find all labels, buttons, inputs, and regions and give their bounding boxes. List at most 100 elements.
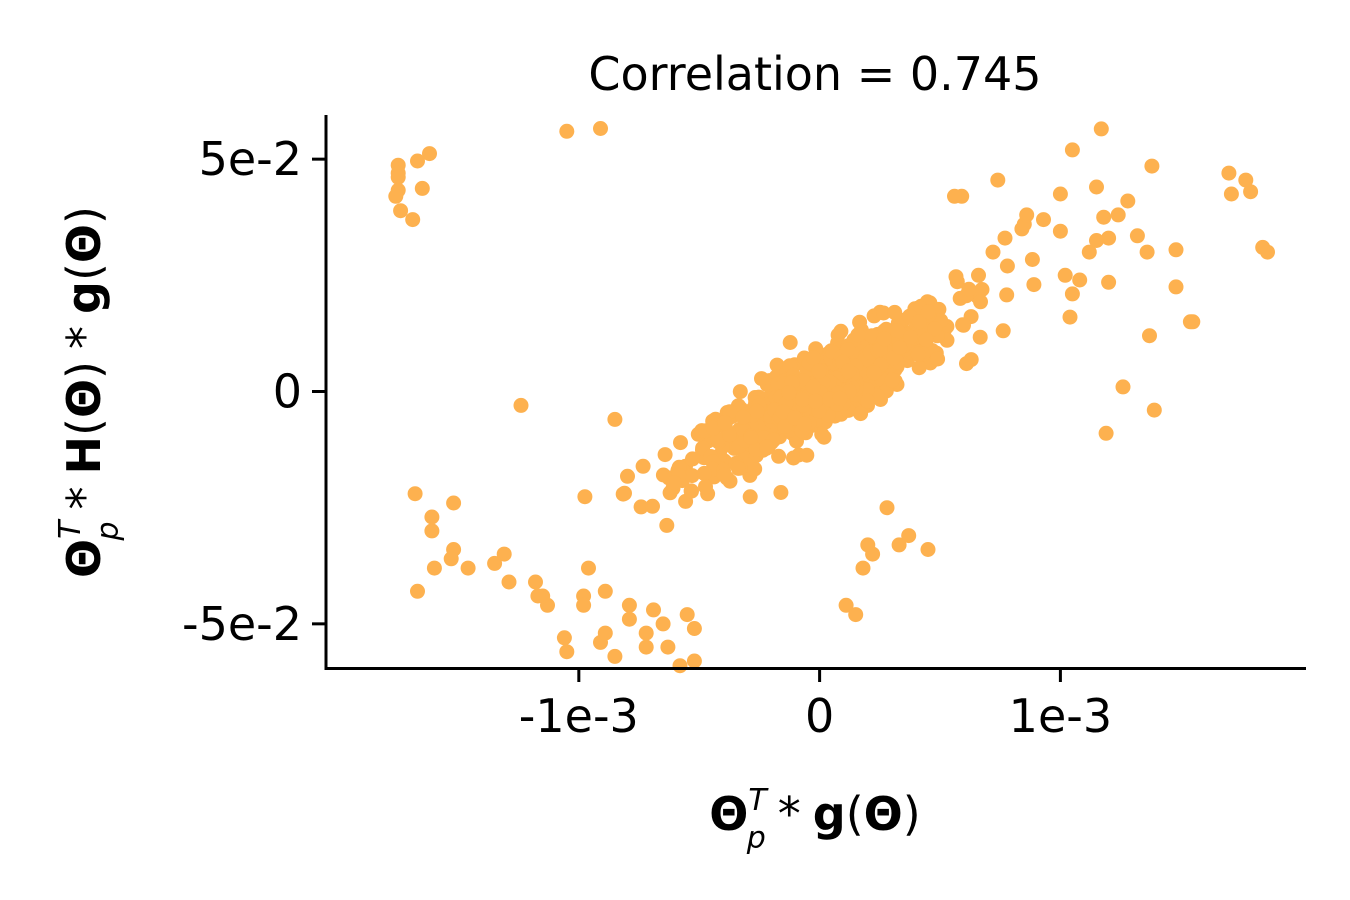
- scatter-point: [460, 560, 476, 576]
- scatter-point: [1064, 142, 1080, 158]
- scatter-point: [559, 123, 575, 139]
- scatter-point: [927, 321, 943, 337]
- scatter-point: [995, 323, 1011, 339]
- scatter-point: [683, 483, 699, 499]
- scatter-point: [717, 415, 733, 431]
- scatter-point: [597, 625, 613, 641]
- scatter-point: [1221, 165, 1237, 181]
- scatter-point: [593, 121, 608, 136]
- scatter-point: [795, 392, 810, 408]
- scatter-point: [840, 342, 856, 357]
- scatter-point: [777, 419, 793, 434]
- scatter-point: [556, 630, 572, 646]
- y-label-sup: T: [53, 518, 88, 539]
- scatter-point: [1168, 242, 1184, 258]
- scatter-point: [597, 583, 613, 599]
- scatter-point: [855, 560, 871, 576]
- scatter-point: [742, 489, 758, 505]
- scatter-point: [621, 597, 637, 613]
- scatter-point: [805, 350, 821, 366]
- y-label-sub: p: [91, 521, 126, 541]
- scatter-point: [1223, 186, 1239, 202]
- scatter-point: [722, 427, 737, 443]
- scatter-point: [920, 542, 936, 557]
- scatter-point: [530, 588, 546, 604]
- y-axis-label: ΘT p*H(Θ)*g(Θ): [53, 206, 126, 578]
- scatter-point: [786, 450, 801, 466]
- scatter-point: [657, 447, 673, 463]
- scatter-point: [1144, 158, 1160, 174]
- scatter-point: [1129, 228, 1145, 244]
- scatter-point: [407, 486, 423, 502]
- scatter-point: [686, 653, 702, 669]
- scatter-point: [771, 448, 787, 464]
- scatter-point: [1096, 209, 1112, 225]
- scatter-point: [633, 499, 649, 515]
- scatter-point: [414, 180, 430, 196]
- scatter-point: [716, 467, 732, 483]
- scatter-point: [1243, 184, 1259, 200]
- scatter-point: [577, 489, 593, 505]
- scatter-point: [576, 597, 592, 613]
- scatter-point: [1026, 277, 1042, 293]
- scatter-point: [666, 475, 682, 491]
- scatter-point: [799, 447, 815, 463]
- scatter-point: [816, 429, 832, 445]
- scatter-point: [705, 420, 721, 436]
- scatter-point: [1093, 121, 1109, 137]
- scatter-point: [997, 230, 1013, 246]
- y-label-theta: Θ: [57, 539, 111, 578]
- scatter-point: [1120, 193, 1136, 209]
- scatter-point: [859, 382, 875, 397]
- scatter-point: [911, 314, 927, 330]
- scatter-point: [1052, 186, 1068, 202]
- scatter-point: [773, 485, 789, 500]
- scatter-point: [1260, 244, 1275, 260]
- y-label-star1: *: [57, 486, 111, 509]
- scatter-point: [1098, 425, 1114, 441]
- scatter-point: [710, 432, 726, 447]
- scatter-point: [684, 468, 700, 484]
- scatter-point: [660, 639, 676, 655]
- scatter-point: [659, 517, 675, 533]
- scatter-point: [852, 314, 868, 330]
- x-label-theta2: Θ: [864, 787, 903, 841]
- scatter-point: [655, 467, 671, 483]
- y-label-star2: *: [57, 326, 111, 349]
- scatter-point: [645, 498, 660, 514]
- scatter-point: [910, 346, 926, 362]
- scatter-point: [947, 188, 962, 204]
- scatter-point: [410, 153, 425, 169]
- scatter-point: [1146, 402, 1162, 418]
- x-label-sub: p: [746, 821, 766, 856]
- scatter-point: [1115, 379, 1131, 395]
- x-label-theta: Θ: [709, 787, 748, 841]
- scatter-point: [805, 379, 821, 395]
- scatter-point: [388, 188, 404, 204]
- scatter-point: [901, 528, 917, 544]
- scatter-point: [732, 384, 748, 400]
- scatter-point: [620, 468, 635, 484]
- scatter-point: [615, 486, 631, 502]
- x-tick-label: -1e-3: [519, 689, 639, 743]
- scatter-point: [920, 304, 936, 320]
- scatter-point: [1142, 328, 1157, 344]
- scatter-point: [832, 390, 848, 406]
- scatter-point: [513, 397, 529, 413]
- scatter-point: [743, 430, 759, 445]
- scatter-point: [1185, 314, 1201, 330]
- scatter-point: [930, 351, 946, 367]
- scatter-point: [879, 500, 895, 516]
- scatter-point: [833, 323, 849, 339]
- scatter-point: [841, 363, 857, 379]
- scatter-point: [848, 607, 864, 623]
- scatter-point: [607, 648, 623, 664]
- x-tick-label: 1e-3: [1009, 689, 1112, 743]
- scatter-point: [1139, 244, 1155, 260]
- scatter-point: [1101, 230, 1117, 246]
- scatter-point: [948, 269, 964, 285]
- scatter-point: [876, 331, 892, 347]
- scatter-point: [1052, 223, 1068, 239]
- scatter-point: [990, 172, 1006, 188]
- x-label-sup: T: [748, 783, 769, 818]
